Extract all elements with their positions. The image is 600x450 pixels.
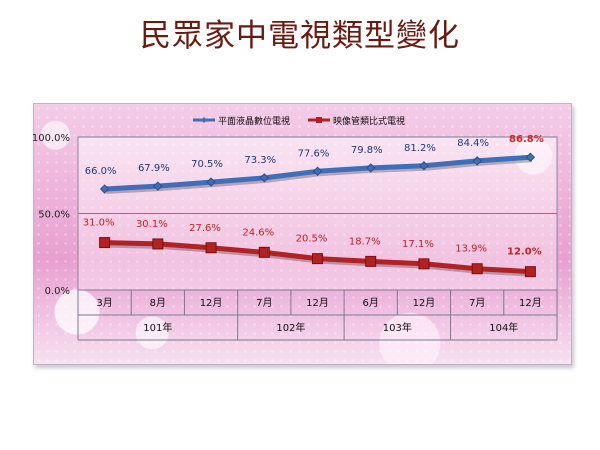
grid-lines [78,136,557,291]
data-point [472,156,482,166]
year-group-label: 102年 [276,321,305,334]
x-tick-label: 7月 [256,297,272,309]
x-tick-label: 7月 [469,297,485,309]
legend-marker [201,117,207,123]
page-title: 民眾家中電視類型變化 [140,18,460,54]
year-group-label: 101年 [143,321,172,334]
data-label: 12.0% [507,247,542,258]
data-point [525,152,536,162]
data-point [153,181,163,191]
x-tick-label: 8月 [150,297,166,309]
data-point [365,255,377,267]
data-label: 77.6% [298,148,330,159]
data-point [471,263,483,275]
data-label: 20.5% [296,234,328,245]
data-label: 79.8% [351,145,383,156]
data-point [206,177,216,187]
data-point [259,173,269,183]
data-label: 86.8% [509,134,544,145]
data-label: 30.1% [136,219,168,230]
data-label: 84.4% [457,138,489,149]
data-label: 27.6% [189,223,221,234]
data-point [205,242,217,254]
x-tick-label: 12月 [519,297,542,309]
data-label: 81.2% [404,143,436,154]
x-tick-label: 12月 [413,297,436,309]
data-label: 13.9% [455,244,487,255]
series-lines [99,152,536,278]
data-point [99,237,111,249]
data-point [99,184,110,194]
year-group-label: 104年 [489,321,518,334]
legend: 平面液晶數位電視 映像管類比式電視 [193,115,405,127]
year-group-label: 103年 [383,321,412,334]
data-point [312,166,323,176]
y-tick-label: 50.0% [38,210,70,221]
data-label: 70.5% [191,159,223,170]
data-label: 67.9% [138,163,170,174]
x-tick-label: 12月 [306,297,329,309]
legend-label: 映像管類比式電視 [333,115,405,127]
data-label: 17.1% [402,239,434,250]
data-point [312,253,323,265]
y-axis: 100.0% 50.0% 0.0% [32,133,70,297]
data-label: 18.7% [349,236,381,247]
y-tick-label: 0.0% [45,286,70,297]
data-point [418,258,430,270]
data-point [366,163,376,173]
legend-marker [316,117,322,123]
y-tick-label: 100.0% [32,133,70,144]
x-tick-label: 6月 [363,297,379,309]
x-tick-label: 3月 [96,297,112,309]
data-label: 73.3% [244,155,276,166]
data-label: 31.0% [83,218,115,229]
data-label: 66.0% [85,166,117,177]
data-point [152,238,164,250]
x-tick-label: 12月 [200,297,223,309]
legend-label: 平面液晶數位電視 [218,115,290,127]
data-point [524,266,536,278]
category-table: 3月 8月 12月 7月 12月 6月 12月 7月 12月 101年 102年 103年 104年 [77,290,558,341]
data-label: 24.6% [242,227,274,238]
data-point [419,161,429,171]
data-point [258,246,270,258]
data-labels: 66.0% 67.9% 70.5% 73.3% 77.6% 79.8% 81.2% 84.4%… [83,134,544,257]
